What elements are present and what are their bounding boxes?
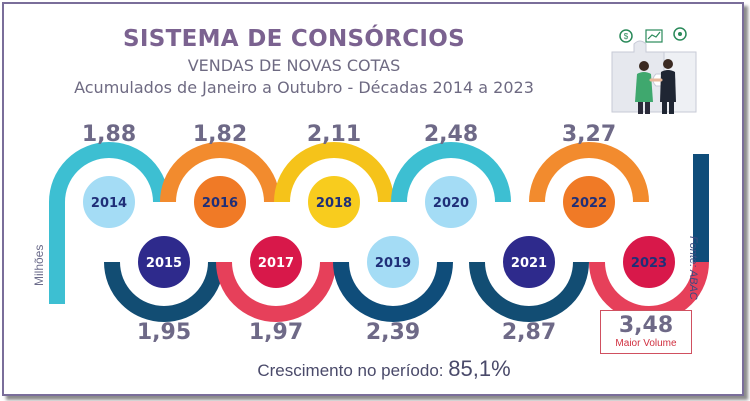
year-marker-2019 <box>365 234 421 290</box>
year-label-2014: 2014 <box>91 196 127 211</box>
year-marker-2022 <box>561 174 617 230</box>
year-label-2022: 2022 <box>571 196 607 211</box>
svg-text:$: $ <box>624 32 629 41</box>
growth-value: 85,1% <box>448 356 511 381</box>
data-label-2015: 1,95 <box>137 320 191 345</box>
data-label-2018: 2,11 <box>307 122 361 147</box>
max-volume-label: Maior Volume <box>615 338 677 349</box>
timeline-arc-2015 <box>104 261 224 322</box>
growth-summary: Crescimento no período: 85,1% <box>204 356 564 382</box>
data-label-2022: 3,27 <box>562 122 616 147</box>
data-label-2014: 1,88 <box>82 122 136 147</box>
timeline-arc-2021 <box>469 261 589 322</box>
max-volume-value: 3,48 <box>618 313 674 338</box>
business-handshake-illustration: $ <box>611 27 697 114</box>
timeline-arc-2020 <box>391 142 511 203</box>
chart-period: Acumulados de Janeiro a Outubro - Década… <box>74 78 534 97</box>
year-label-2021: 2021 <box>511 256 547 271</box>
year-marker-2015 <box>136 234 192 290</box>
year-marker-2018 <box>306 174 362 230</box>
year-marker-2016 <box>192 174 248 230</box>
year-marker-2023 <box>621 234 677 290</box>
chart-plot: 2014 1,88 2015 1,95 2016 1,82 2017 1,97 2018 2,11… <box>49 122 709 345</box>
timeline-arc-2014 <box>49 142 169 203</box>
year-label-2015: 2015 <box>146 256 182 271</box>
source-label: Fonte: ABAC <box>687 236 699 300</box>
chart-title: SISTEMA DE CONSÓRCIOS <box>123 26 465 52</box>
data-label-2016: 1,82 <box>193 122 247 147</box>
y-axis-unit-label: Milhões <box>32 244 46 286</box>
year-label-2023: 2023 <box>631 256 667 271</box>
data-label-2020: 2,48 <box>424 122 478 147</box>
infographic-frame: SISTEMA DE CONSÓRCIOS VENDAS DE NOVAS CO… <box>2 2 744 396</box>
year-marker-2021 <box>501 234 557 290</box>
year-label-2016: 2016 <box>202 196 238 211</box>
year-label-2019: 2019 <box>375 256 411 271</box>
timeline-arc-2016 <box>160 142 280 203</box>
max-volume-box: 3,48 Maior Volume <box>600 310 692 354</box>
timeline-arc-2019 <box>333 261 453 322</box>
year-marker-2020 <box>423 174 479 230</box>
year-marker-2014 <box>81 174 137 230</box>
data-label-2019: 2,39 <box>366 320 420 345</box>
timeline-arc-2017 <box>216 261 336 322</box>
timeline-arc-2022 <box>529 142 649 203</box>
data-label-2017: 1,97 <box>249 320 303 345</box>
growth-label: Crescimento no período: <box>257 361 444 380</box>
timeline-arc-2018 <box>274 142 394 203</box>
year-label-2017: 2017 <box>258 256 294 271</box>
year-label-2018: 2018 <box>316 196 352 211</box>
data-label-2021: 2,87 <box>502 320 556 345</box>
year-label-2020: 2020 <box>433 196 469 211</box>
year-marker-2017 <box>248 234 304 290</box>
chart-subtitle: VENDAS DE NOVAS COTAS <box>187 56 401 75</box>
